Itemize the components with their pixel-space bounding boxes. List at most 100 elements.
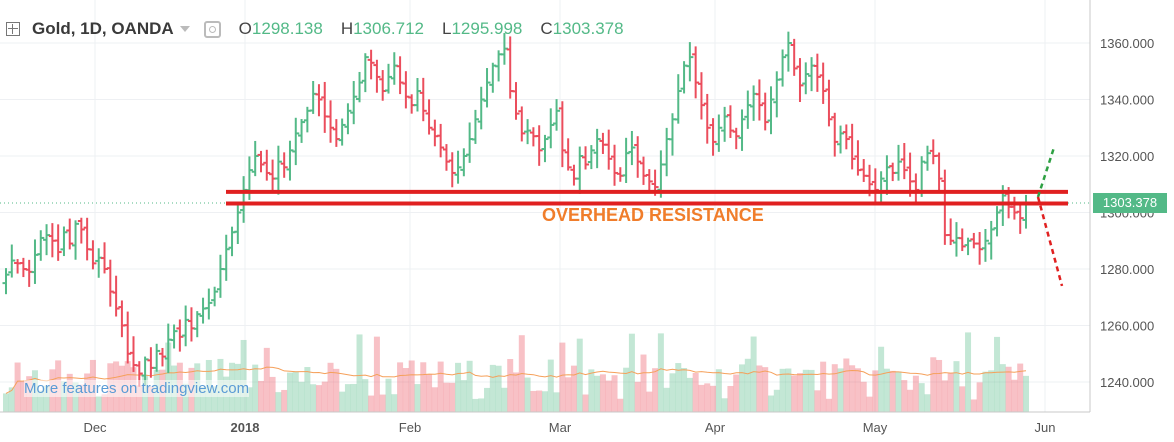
volume-bar [379, 394, 386, 412]
volume-bar [211, 386, 218, 412]
ohlc-bar [883, 155, 891, 195]
volume-bar [101, 394, 108, 412]
chevron-down-icon[interactable] [179, 26, 190, 32]
volume-bar [936, 359, 943, 412]
bearish-projection-line [1036, 196, 1064, 287]
ohlc-bar [315, 84, 323, 117]
y-tick-label: 1240.000 [1100, 375, 1154, 390]
ohlc-bar [350, 81, 358, 125]
ohlc-bar [935, 152, 943, 194]
ohlc-bar [692, 46, 700, 99]
ohlc-bar [77, 217, 85, 244]
volume-bar [136, 385, 143, 412]
volume-bar [872, 370, 879, 412]
ohlc-bar [257, 150, 265, 173]
volume-bar [570, 365, 577, 412]
volume-bar [246, 387, 253, 412]
ohlc-bar [112, 275, 120, 317]
volume-bar [315, 385, 322, 412]
volume-bar [466, 360, 473, 412]
volume-bar [640, 354, 647, 412]
volume-bar [953, 361, 960, 412]
volume-bar [889, 370, 896, 412]
ohlc-bar [437, 123, 445, 158]
ohlc-bar [553, 99, 561, 131]
volume-bar [333, 368, 340, 412]
y-tick-label: 1280.000 [1100, 262, 1154, 277]
volume-bar [843, 358, 850, 412]
volume-bar [304, 367, 311, 412]
visibility-icon[interactable] [203, 20, 221, 38]
ohlc-bar [732, 127, 740, 150]
ohlc-bar [8, 244, 16, 278]
ohlc-bar [593, 128, 601, 169]
tradingview-link[interactable]: More features on tradingview.com [24, 380, 250, 397]
ohlc-bar [413, 78, 421, 112]
ohlc-bar [338, 118, 346, 146]
ohlc-bar [987, 220, 995, 260]
volume-bar [959, 386, 966, 412]
volume-bar [576, 338, 583, 412]
volume-bar [756, 365, 763, 412]
volume-bar [773, 389, 780, 412]
volume-bar [646, 391, 653, 412]
ohlc-bar [947, 218, 955, 246]
volume-bar [582, 394, 589, 412]
expand-icon[interactable] [6, 22, 20, 36]
ohlc-bar [582, 146, 590, 170]
symbol-legend: Gold, 1D, OANDA O 1298.138 H 1306.712 L 129… [6, 18, 624, 40]
volume-bar [541, 391, 548, 412]
volume-bar [901, 380, 908, 412]
volume-bar [988, 370, 995, 412]
volume-bar [426, 374, 433, 412]
ohlc-bar [895, 144, 902, 181]
volume-bar [785, 368, 792, 412]
ohlc-bar [981, 228, 989, 262]
ohlc-bar [367, 49, 375, 80]
volume-bar [866, 396, 873, 412]
volume-bar [292, 371, 299, 412]
volume-bar [941, 380, 948, 412]
ohlc-bar [703, 93, 711, 144]
ohlc-bar [518, 106, 526, 142]
volume-bar [3, 393, 9, 412]
ohlc-bar [802, 62, 810, 95]
volume-bar [791, 375, 798, 412]
ohlc-bar [686, 42, 694, 82]
ohlc-bar [564, 138, 572, 171]
volume-bar [930, 357, 937, 412]
volume-bar [460, 380, 467, 412]
ohlc-bar [385, 63, 392, 94]
volume-bar [350, 383, 357, 412]
ohlc-bar [512, 82, 520, 120]
ohlc-bar [477, 86, 485, 130]
x-tick-label: Dec [83, 420, 107, 435]
volume-bar [686, 377, 693, 412]
volume-bar [779, 368, 786, 412]
ohlc-bar [361, 53, 369, 93]
ohlc-bar [106, 259, 114, 307]
ohlc-bar [419, 77, 427, 122]
current-price-badge: 1303.378 [1093, 193, 1167, 213]
volume-bar [623, 367, 630, 412]
volume-bar [1005, 366, 1012, 412]
ohlc-bar [622, 137, 630, 183]
volume-bar [976, 382, 983, 412]
volume-bar [368, 395, 375, 412]
volume-bar [565, 377, 572, 412]
close-label: C [540, 19, 553, 38]
volume-bar [37, 390, 44, 412]
symbol-name[interactable]: Gold, 1D, OANDA [32, 19, 174, 38]
volume-bar [837, 368, 844, 412]
x-tick-label: Jun [1035, 420, 1056, 435]
ohlc-bar [848, 123, 856, 170]
low-value: 1295.998 [451, 19, 523, 38]
volume-bar [617, 398, 624, 412]
ohlc-bar [900, 142, 908, 180]
volume-bar [860, 381, 867, 412]
ohlc-bar [170, 324, 178, 349]
volume-bar [657, 333, 664, 412]
volume-bar [912, 375, 919, 412]
volume-bar [768, 395, 774, 412]
